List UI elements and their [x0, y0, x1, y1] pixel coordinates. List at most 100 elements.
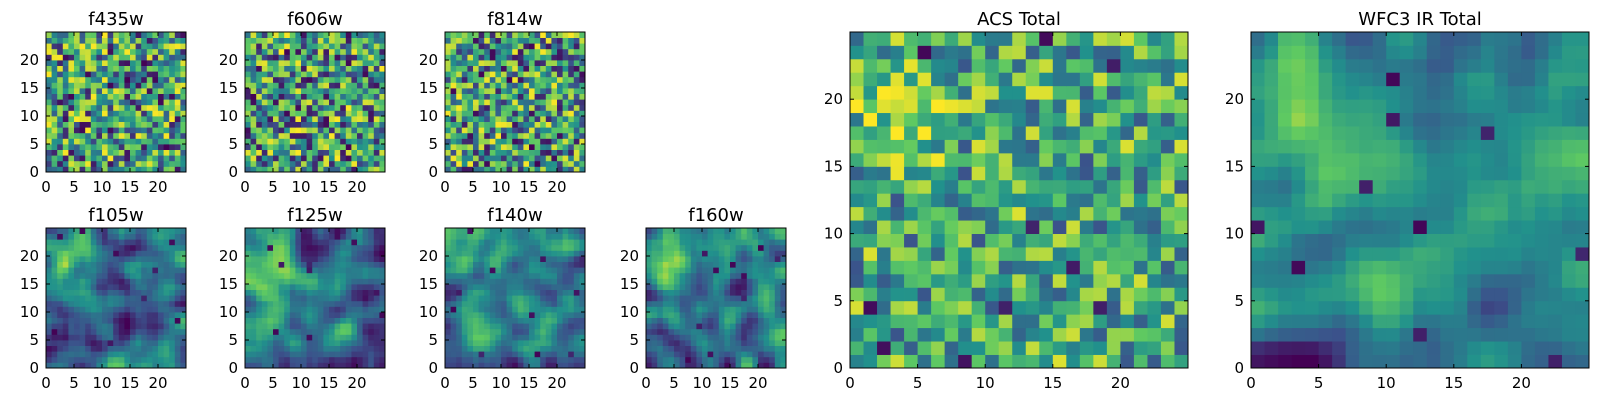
heatmap-cell [512, 328, 519, 335]
heatmap-cells [46, 228, 187, 369]
heatmap-cell [506, 312, 513, 318]
heatmap-cell [351, 306, 358, 313]
heatmap-cell [57, 93, 64, 100]
heatmap-cell [724, 261, 731, 268]
heatmap-cell [478, 256, 485, 262]
heatmap-cell [284, 261, 291, 268]
heatmap-cell [456, 228, 463, 234]
heatmap-cell [467, 127, 474, 134]
heatmap-cell [529, 250, 535, 257]
heatmap-cell [357, 54, 363, 61]
heatmap-cell [690, 340, 697, 346]
heatmap-cell [517, 233, 524, 240]
heatmap-cell [256, 328, 263, 335]
heatmap-cell [735, 362, 742, 369]
heatmap-cell [707, 244, 714, 251]
heatmap-cell [863, 166, 878, 181]
heatmap-cell [780, 284, 787, 290]
panel-title: ACS Total [977, 9, 1061, 30]
heatmap-cell [769, 289, 776, 296]
heatmap-cell [506, 317, 513, 324]
heatmap-cell [62, 54, 69, 61]
heatmap-cell [79, 267, 86, 274]
heatmap-cell [445, 43, 451, 50]
heatmap-cell [724, 295, 731, 302]
heatmap-cell [501, 351, 507, 358]
heatmap-cell [357, 144, 363, 150]
heatmap-cell [312, 65, 319, 72]
heatmap-cell [517, 166, 524, 173]
heatmap-cell [289, 88, 296, 94]
heatmap-cell [118, 71, 125, 78]
heatmap-cell [113, 328, 120, 335]
axes-frame [645, 227, 787, 369]
heatmap-cell [79, 71, 86, 78]
heatmap-cell [174, 362, 181, 369]
heatmap-cell [568, 82, 575, 89]
heatmap-cell [523, 267, 530, 274]
heatmap-cell [146, 272, 153, 279]
heatmap-cell [373, 340, 380, 346]
heatmap-cell [295, 54, 302, 61]
heatmap-cell [478, 233, 485, 240]
heatmap-cell [74, 65, 80, 72]
heatmap-cell [68, 166, 75, 173]
heatmap-cell [135, 121, 142, 128]
heatmap-cell [284, 166, 291, 173]
heatmap-cell [317, 345, 324, 352]
heatmap-cell [718, 250, 725, 257]
heatmap-cell [478, 295, 485, 302]
heatmap-cell [96, 160, 103, 167]
heatmap-cell [562, 289, 569, 296]
heatmap-cell [362, 71, 369, 78]
heatmap-cell [174, 99, 181, 106]
heatmap-cell [373, 60, 380, 66]
heatmap-cell [57, 54, 64, 61]
heatmap-cell [534, 272, 541, 279]
heatmap-cell [261, 362, 268, 369]
heatmap-cell [312, 32, 319, 38]
heatmap-cell [261, 250, 268, 257]
heatmap-cell [557, 65, 563, 72]
heatmap-cell [306, 37, 313, 44]
heatmap-cell [657, 362, 664, 369]
heatmap-cell [278, 284, 285, 290]
heatmap-cell [512, 155, 519, 162]
heatmap-cell [379, 233, 386, 240]
heatmap-cell [284, 132, 291, 139]
heatmap-cell [1039, 193, 1054, 208]
heatmap-cell [141, 334, 148, 341]
y-tick-label: 0 [428, 163, 438, 181]
heatmap-cell [261, 60, 268, 66]
heatmap-cell [512, 334, 519, 341]
heatmap-cell [306, 93, 313, 100]
heatmap-cell [345, 272, 352, 279]
heatmap-cell [118, 323, 125, 330]
heatmap-cell [74, 244, 80, 251]
heatmap-cell [130, 334, 136, 341]
heatmap-cell [295, 256, 302, 262]
heatmap-cell [163, 351, 170, 358]
heatmap-cell [931, 287, 946, 302]
heatmap-cell [512, 43, 519, 50]
heatmap-cell [478, 160, 485, 167]
heatmap-cell [180, 60, 187, 66]
heatmap-cell [57, 334, 64, 341]
heatmap-cell [545, 132, 552, 139]
heatmap-cell [368, 328, 375, 335]
heatmap-cell [668, 362, 675, 369]
heatmap-cell [368, 138, 375, 145]
heatmap-cell [1025, 300, 1040, 315]
heatmap-cell [169, 306, 176, 313]
heatmap-cells [646, 228, 787, 369]
heatmap-cell [180, 250, 187, 257]
heatmap-cell [334, 328, 341, 335]
heatmap-cell [174, 166, 181, 173]
heatmap-cell [163, 345, 170, 352]
heatmap-cell [718, 272, 725, 279]
heatmap-cell [651, 239, 658, 246]
heatmap-cell [141, 149, 148, 156]
heatmap-cell [501, 323, 507, 330]
heatmap-cell [501, 132, 507, 139]
heatmap-cell [551, 340, 558, 346]
